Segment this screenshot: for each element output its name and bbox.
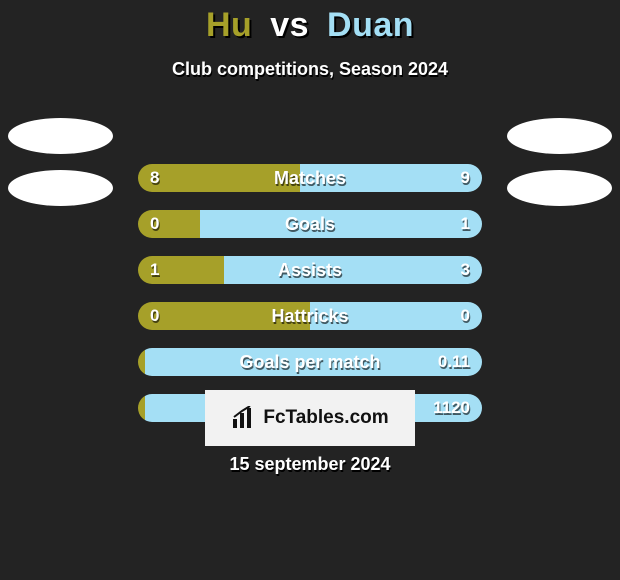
player-avatar-right bbox=[507, 170, 612, 206]
date-label: 15 september 2024 bbox=[0, 454, 620, 475]
page-title: Hu vs Duan bbox=[0, 0, 620, 45]
bar-right bbox=[145, 348, 482, 376]
stat-row: Goals per match0.11 bbox=[0, 348, 620, 394]
bar-track bbox=[138, 348, 482, 376]
bar-left bbox=[138, 164, 300, 192]
bar-track bbox=[138, 256, 482, 284]
player-avatar-right bbox=[507, 118, 612, 154]
bar-track bbox=[138, 164, 482, 192]
bar-left bbox=[138, 348, 145, 376]
bar-right bbox=[224, 256, 482, 284]
bar-track bbox=[138, 210, 482, 238]
bars-icon bbox=[231, 406, 257, 430]
title-vs: vs bbox=[270, 6, 309, 44]
bar-right bbox=[310, 302, 482, 330]
bar-left bbox=[138, 394, 145, 422]
player-avatar-left bbox=[8, 118, 113, 154]
bar-track bbox=[138, 302, 482, 330]
fctables-logo[interactable]: FcTables.com bbox=[205, 390, 415, 446]
title-player2: Duan bbox=[327, 6, 414, 44]
subtitle: Club competitions, Season 2024 bbox=[0, 59, 620, 80]
bar-right bbox=[200, 210, 482, 238]
stat-row: Hattricks00 bbox=[0, 302, 620, 348]
logo-text: FcTables.com bbox=[263, 407, 388, 429]
stat-row: Goals01 bbox=[0, 210, 620, 256]
bar-right bbox=[300, 164, 482, 192]
bar-left bbox=[138, 302, 310, 330]
stat-row: Assists13 bbox=[0, 256, 620, 302]
player-avatar-left bbox=[8, 170, 113, 206]
bar-left bbox=[138, 256, 224, 284]
bar-left bbox=[138, 210, 200, 238]
title-player1: Hu bbox=[206, 6, 252, 44]
